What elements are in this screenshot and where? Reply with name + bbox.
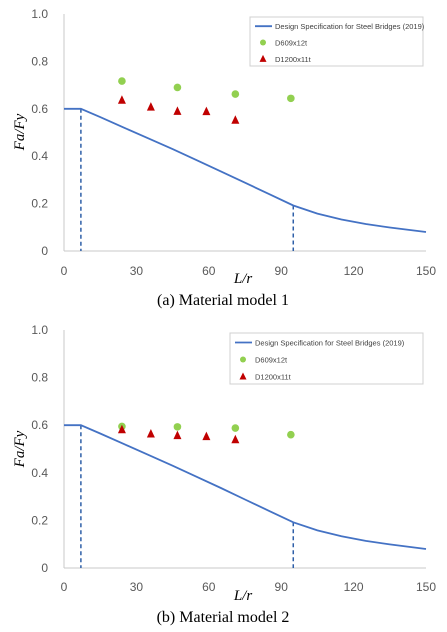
point-d1200x11t <box>117 424 126 434</box>
legend-label: Design Specification for Steel Bridges (… <box>275 22 425 31</box>
x-tick-label: 120 <box>344 264 364 278</box>
chart-panel-1: 0 0.2 0.4 0.6 0.8 1.0 0 30 60 90 120 150 L/r Fa/Fy (a)… <box>12 7 436 309</box>
legend: Design Specification for Steel Bridges (… <box>249 16 425 67</box>
legend-label: D1200x11t <box>275 55 312 64</box>
point-d609x12t <box>287 94 295 103</box>
legend-circle-swatch <box>260 39 266 46</box>
legend-label: Design Specification for Steel Bridges (… <box>255 339 405 348</box>
point-d1200x11t <box>173 430 182 440</box>
y-tick-label: 0.6 <box>31 418 48 432</box>
y-tick-label: 0 <box>41 244 48 258</box>
y-tick-label: 0.6 <box>31 102 48 116</box>
x-tick-label: 90 <box>275 264 289 278</box>
y-tick-label: 0.4 <box>31 466 48 480</box>
y-tick-label: 0.2 <box>31 513 48 527</box>
point-d1200x11t <box>173 106 182 115</box>
point-d1200x11t <box>146 429 155 438</box>
legend-label: D609x12t <box>255 356 288 365</box>
point-d1200x11t <box>146 102 155 111</box>
legend-circle-swatch <box>240 356 246 363</box>
x-tick-label: 60 <box>202 264 216 278</box>
x-tick-label: 0 <box>61 264 68 278</box>
point-d609x12t <box>287 430 295 439</box>
y-tick-label: 1.0 <box>31 323 48 337</box>
chart-caption: (a) Material model 1 <box>157 292 289 309</box>
legend-label: D1200x11t <box>255 373 292 382</box>
x-tick-label: 90 <box>275 580 289 594</box>
x-tick-label: 60 <box>202 580 216 594</box>
design-spec-curve <box>64 107 427 233</box>
x-tick-label: 120 <box>344 580 364 594</box>
point-d609x12t <box>231 90 240 98</box>
legend: Design Specification for Steel Bridges (… <box>229 332 424 385</box>
point-d609x12t <box>173 83 182 92</box>
x-tick-label: 30 <box>130 264 144 278</box>
y-tick-label: 0.8 <box>31 371 48 385</box>
point-d1200x11t <box>231 434 240 444</box>
y-axis-label: Fa/Fy <box>12 113 28 151</box>
y-tick-label: 0 <box>41 561 48 575</box>
x-tick-label: 150 <box>416 264 436 278</box>
x-axis-label: L/r <box>233 271 253 287</box>
point-d1200x11t <box>202 106 211 116</box>
y-tick-label: 0.8 <box>31 54 48 68</box>
chart-panel-2: 0 0.2 0.4 0.6 0.8 1.0 0 30 60 90 120 150 L/r Fa/Fy (b)… <box>12 323 436 626</box>
point-d609x12t <box>231 424 240 432</box>
chart-caption: (b) Material model 2 <box>157 609 290 626</box>
point-d609x12t <box>173 423 182 431</box>
legend-triangle-swatch <box>239 372 247 380</box>
y-tick-label: 1.0 <box>31 7 48 21</box>
legend-box <box>249 16 424 67</box>
point-d1200x11t <box>231 115 240 124</box>
legend-box <box>229 332 424 385</box>
y-tick-label: 0.2 <box>31 197 48 211</box>
x-tick-label: 30 <box>130 580 144 594</box>
x-axis-label: L/r <box>233 588 253 604</box>
point-d1200x11t <box>202 431 211 441</box>
design-spec-curve <box>64 424 427 550</box>
x-tick-label: 0 <box>61 580 68 594</box>
x-tick-label: 150 <box>416 580 436 594</box>
y-tick-label: 0.4 <box>31 149 48 163</box>
legend-label: D609x12t <box>275 39 308 48</box>
point-d609x12t <box>118 77 126 85</box>
point-d1200x11t <box>117 95 126 104</box>
legend-triangle-swatch <box>259 54 267 62</box>
y-axis-label: Fa/Fy <box>12 430 28 468</box>
